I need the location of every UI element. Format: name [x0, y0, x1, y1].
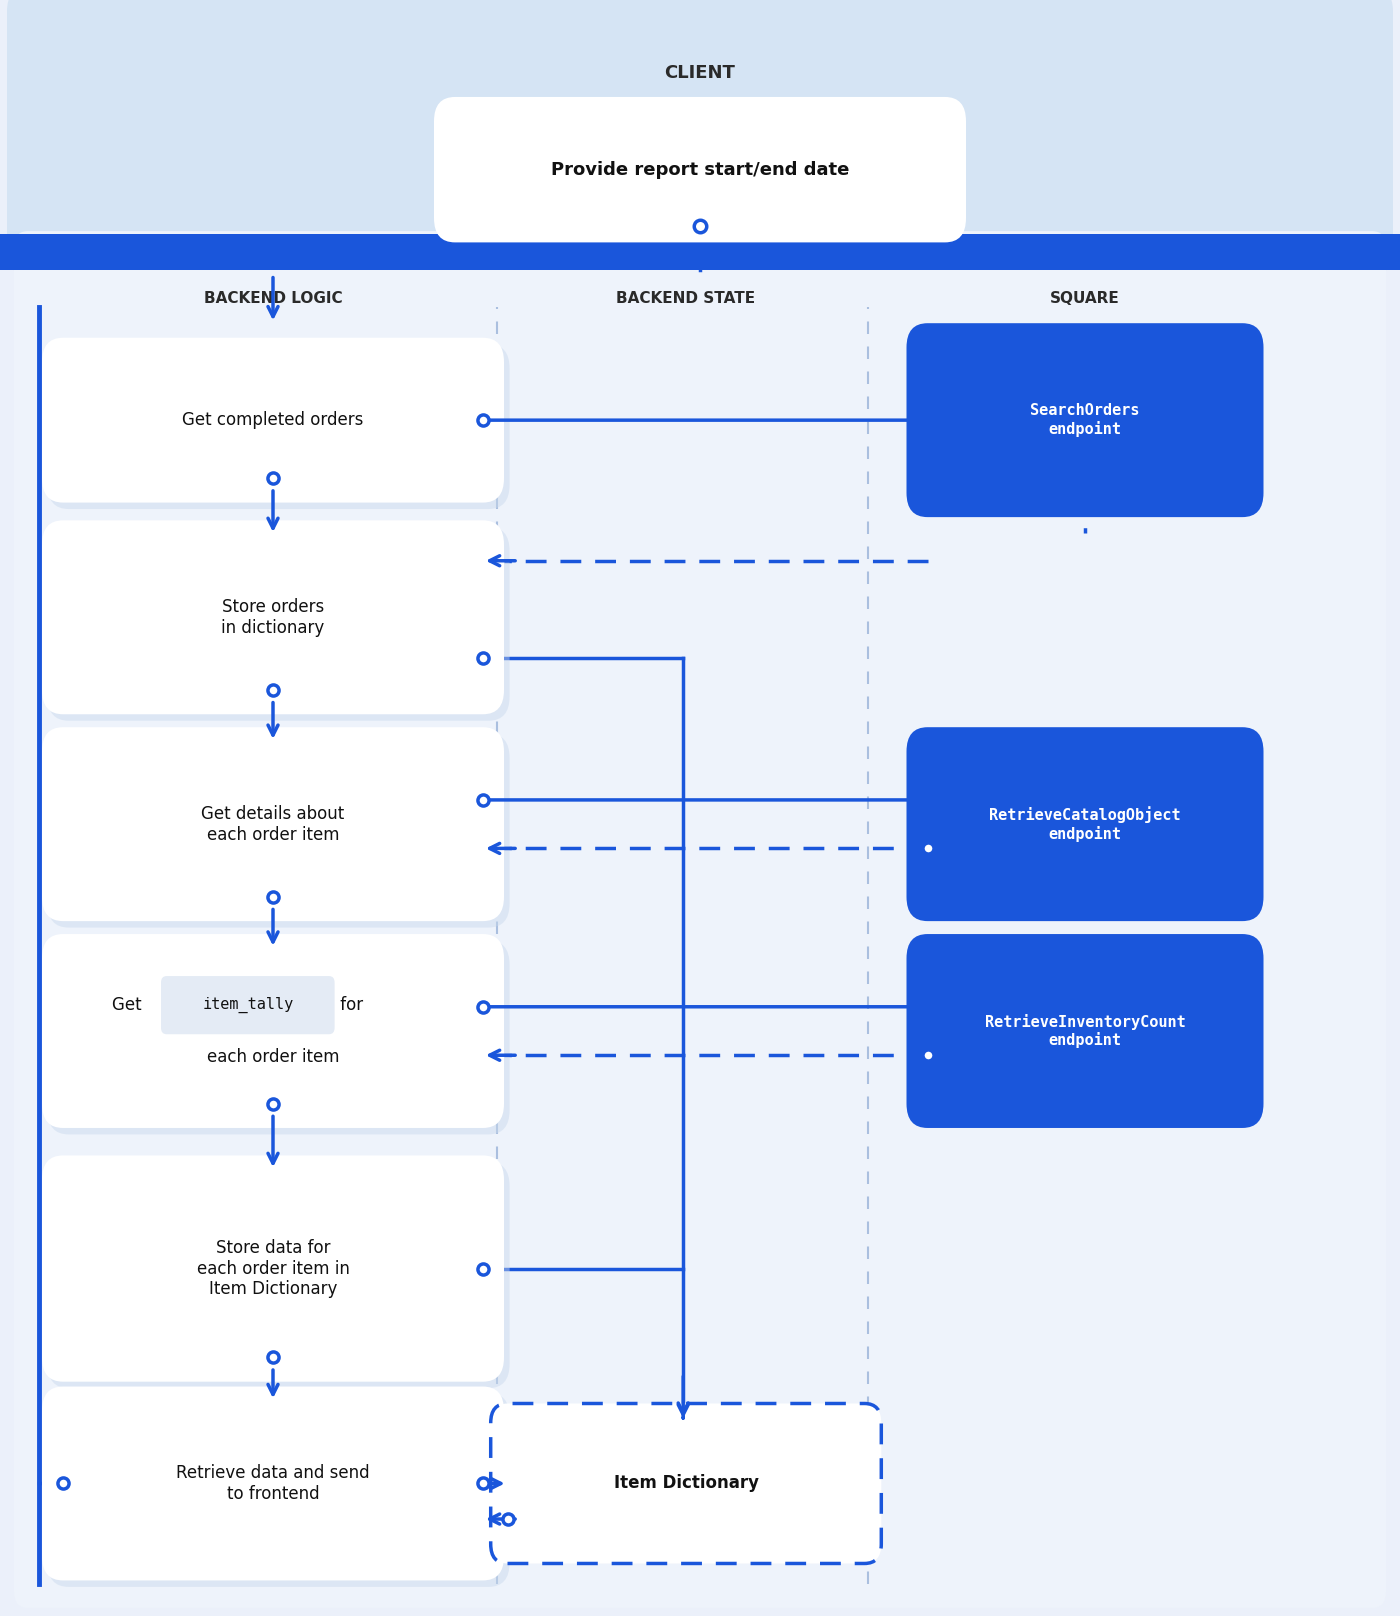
- FancyBboxPatch shape: [161, 976, 335, 1034]
- FancyBboxPatch shape: [7, 0, 1393, 275]
- Text: each order item: each order item: [207, 1047, 339, 1067]
- Text: SQUARE: SQUARE: [1050, 291, 1120, 307]
- Text: for: for: [335, 995, 363, 1015]
- FancyBboxPatch shape: [14, 231, 1386, 1608]
- Text: Store orders
in dictionary: Store orders in dictionary: [221, 598, 325, 637]
- Text: Get details about
each order item: Get details about each order item: [202, 805, 344, 844]
- Text: Get item_tally for: Get item_tally for: [200, 995, 346, 1015]
- FancyBboxPatch shape: [907, 934, 1263, 1128]
- FancyBboxPatch shape: [48, 1393, 510, 1587]
- Text: Item Dictionary: Item Dictionary: [613, 1474, 759, 1493]
- Text: item_tally: item_tally: [202, 997, 294, 1013]
- FancyBboxPatch shape: [42, 727, 504, 921]
- FancyBboxPatch shape: [48, 734, 510, 928]
- Text: Provide report start/end date: Provide report start/end date: [550, 160, 850, 179]
- FancyBboxPatch shape: [42, 1155, 504, 1382]
- Text: BACKEND LOGIC: BACKEND LOGIC: [203, 291, 343, 307]
- Text: CLIENT: CLIENT: [665, 63, 735, 82]
- Bar: [0, 234, 1400, 270]
- FancyBboxPatch shape: [42, 338, 504, 503]
- Text: Get: Get: [112, 995, 147, 1015]
- Text: BACKEND STATE: BACKEND STATE: [616, 291, 756, 307]
- Text: RetrieveCatalogObject
endpoint: RetrieveCatalogObject endpoint: [990, 806, 1180, 842]
- Text: Store data for
each order item in
Item Dictionary: Store data for each order item in Item D…: [196, 1239, 350, 1298]
- Text: Retrieve data and send
to frontend: Retrieve data and send to frontend: [176, 1464, 370, 1503]
- FancyBboxPatch shape: [42, 1387, 504, 1580]
- FancyBboxPatch shape: [490, 1403, 882, 1564]
- FancyBboxPatch shape: [42, 934, 504, 1128]
- FancyBboxPatch shape: [434, 97, 966, 242]
- FancyBboxPatch shape: [907, 727, 1263, 921]
- Text: Get completed orders: Get completed orders: [182, 410, 364, 430]
- Text: SearchOrders
endpoint: SearchOrders endpoint: [1030, 404, 1140, 436]
- FancyBboxPatch shape: [48, 527, 510, 721]
- FancyBboxPatch shape: [42, 520, 504, 714]
- FancyBboxPatch shape: [48, 344, 510, 509]
- FancyBboxPatch shape: [48, 1162, 510, 1388]
- FancyBboxPatch shape: [48, 941, 510, 1134]
- Text: RetrieveInventoryCount
endpoint: RetrieveInventoryCount endpoint: [984, 1013, 1186, 1049]
- FancyBboxPatch shape: [907, 323, 1263, 517]
